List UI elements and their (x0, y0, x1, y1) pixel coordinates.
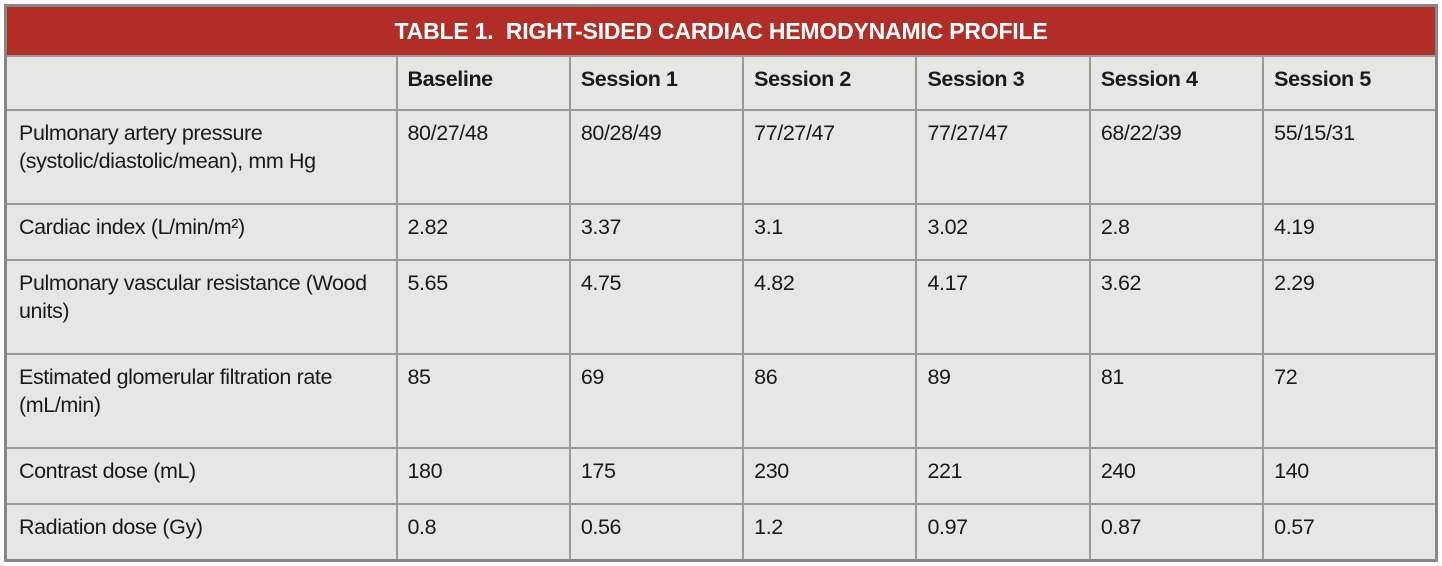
data-cell: 1.2 (742, 503, 918, 562)
table-row-pulmonary-artery-pressure: Pulmonary artery pressure (systolic/dias… (4, 109, 1438, 205)
data-cell: 85 (395, 353, 571, 449)
data-cell: 80/27/48 (395, 109, 571, 205)
data-cell: 4.19 (1262, 203, 1438, 261)
table-row-contrast-dose: Contrast dose (mL) 180 175 230 221 240 1… (4, 447, 1438, 505)
data-cell: 230 (742, 447, 918, 505)
data-cell: 3.62 (1088, 259, 1265, 355)
data-cell: 0.56 (568, 503, 745, 562)
row-label: Contrast dose (mL) (4, 447, 398, 505)
data-cell: 4.82 (742, 259, 918, 355)
row-label: Radiation dose (Gy) (4, 503, 398, 562)
data-cell: 3.37 (568, 203, 745, 261)
data-cell: 72 (1262, 353, 1438, 449)
data-cell: 89 (915, 353, 1091, 449)
data-cell: 3.1 (742, 203, 918, 261)
data-cell: 69 (568, 353, 745, 449)
data-cell: 4.75 (568, 259, 745, 355)
row-label: Estimated glomerular filtration rate (mL… (4, 353, 398, 449)
data-cell: 55/15/31 (1262, 109, 1438, 205)
column-header-session-2: Session 2 (742, 55, 918, 111)
column-header-empty (4, 55, 398, 111)
row-label: Pulmonary vascular resistance (Wood unit… (4, 259, 398, 355)
row-label: Cardiac index (L/min/m²) (4, 203, 398, 261)
row-label: Pulmonary artery pressure (systolic/dias… (4, 109, 398, 205)
column-header-baseline: Baseline (395, 55, 571, 111)
data-cell: 5.65 (395, 259, 571, 355)
data-cell: 68/22/39 (1088, 109, 1265, 205)
data-cell: 0.87 (1088, 503, 1265, 562)
data-cell: 221 (915, 447, 1091, 505)
data-cell: 2.82 (395, 203, 571, 261)
hemodynamic-profile-table: TABLE 1. RIGHT-SIDED CARDIAC HEMODYNAMIC… (4, 4, 1438, 562)
data-cell: 80/28/49 (568, 109, 745, 205)
table-title: TABLE 1. RIGHT-SIDED CARDIAC HEMODYNAMIC… (4, 4, 1438, 57)
data-cell: 240 (1088, 447, 1265, 505)
data-cell: 2.29 (1262, 259, 1438, 355)
table-header-row: Baseline Session 1 Session 2 Session 3 S… (4, 55, 1438, 111)
table-row-cardiac-index: Cardiac index (L/min/m²) 2.82 3.37 3.1 3… (4, 203, 1438, 261)
data-cell: 86 (742, 353, 918, 449)
column-header-session-1: Session 1 (568, 55, 745, 111)
table-row-pulmonary-vascular-resistance: Pulmonary vascular resistance (Wood unit… (4, 259, 1438, 355)
column-header-session-5: Session 5 (1262, 55, 1438, 111)
data-cell: 0.97 (915, 503, 1091, 562)
data-cell: 77/27/47 (742, 109, 918, 205)
data-cell: 3.02 (915, 203, 1091, 261)
data-cell: 77/27/47 (915, 109, 1091, 205)
table-row-radiation-dose: Radiation dose (Gy) 0.8 0.56 1.2 0.97 0.… (4, 503, 1438, 562)
data-cell: 140 (1262, 447, 1438, 505)
column-header-session-4: Session 4 (1088, 55, 1265, 111)
table-title-row: TABLE 1. RIGHT-SIDED CARDIAC HEMODYNAMIC… (4, 4, 1438, 57)
column-header-session-3: Session 3 (915, 55, 1091, 111)
data-cell: 175 (568, 447, 745, 505)
data-cell: 180 (395, 447, 571, 505)
table-row-glomerular-filtration-rate: Estimated glomerular filtration rate (mL… (4, 353, 1438, 449)
data-cell: 2.8 (1088, 203, 1265, 261)
data-cell: 4.17 (915, 259, 1091, 355)
data-cell: 81 (1088, 353, 1265, 449)
data-cell: 0.8 (395, 503, 571, 562)
data-cell: 0.57 (1262, 503, 1438, 562)
